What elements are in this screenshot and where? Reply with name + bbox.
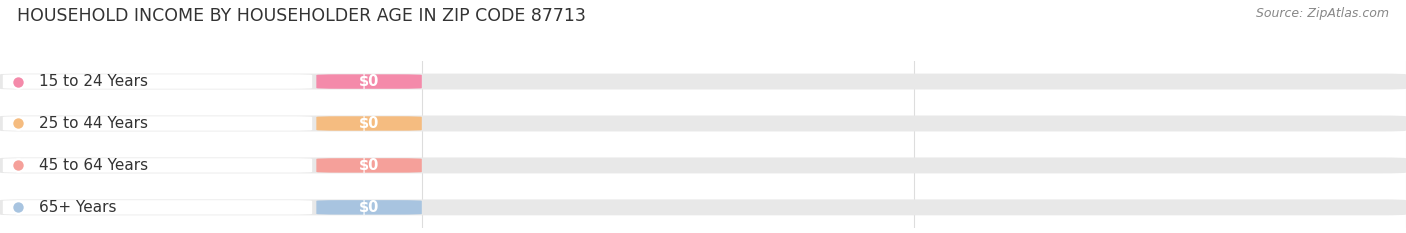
Text: 65+ Years: 65+ Years <box>39 200 117 215</box>
Text: 45 to 64 Years: 45 to 64 Years <box>39 158 149 173</box>
Text: 15 to 24 Years: 15 to 24 Years <box>39 74 149 89</box>
FancyBboxPatch shape <box>3 200 312 215</box>
FancyBboxPatch shape <box>0 74 1406 89</box>
Text: Source: ZipAtlas.com: Source: ZipAtlas.com <box>1256 7 1389 20</box>
FancyBboxPatch shape <box>316 200 422 215</box>
Text: $0: $0 <box>359 158 380 173</box>
Text: $0: $0 <box>359 116 380 131</box>
FancyBboxPatch shape <box>0 158 1406 173</box>
FancyBboxPatch shape <box>3 116 312 131</box>
Text: 25 to 44 Years: 25 to 44 Years <box>39 116 149 131</box>
FancyBboxPatch shape <box>316 158 422 173</box>
FancyBboxPatch shape <box>316 74 422 89</box>
Text: $0: $0 <box>359 74 380 89</box>
FancyBboxPatch shape <box>3 74 312 89</box>
Text: $0: $0 <box>359 200 380 215</box>
FancyBboxPatch shape <box>0 116 1406 131</box>
Text: HOUSEHOLD INCOME BY HOUSEHOLDER AGE IN ZIP CODE 87713: HOUSEHOLD INCOME BY HOUSEHOLDER AGE IN Z… <box>17 7 586 25</box>
FancyBboxPatch shape <box>316 116 422 131</box>
FancyBboxPatch shape <box>0 199 1406 215</box>
FancyBboxPatch shape <box>3 158 312 173</box>
